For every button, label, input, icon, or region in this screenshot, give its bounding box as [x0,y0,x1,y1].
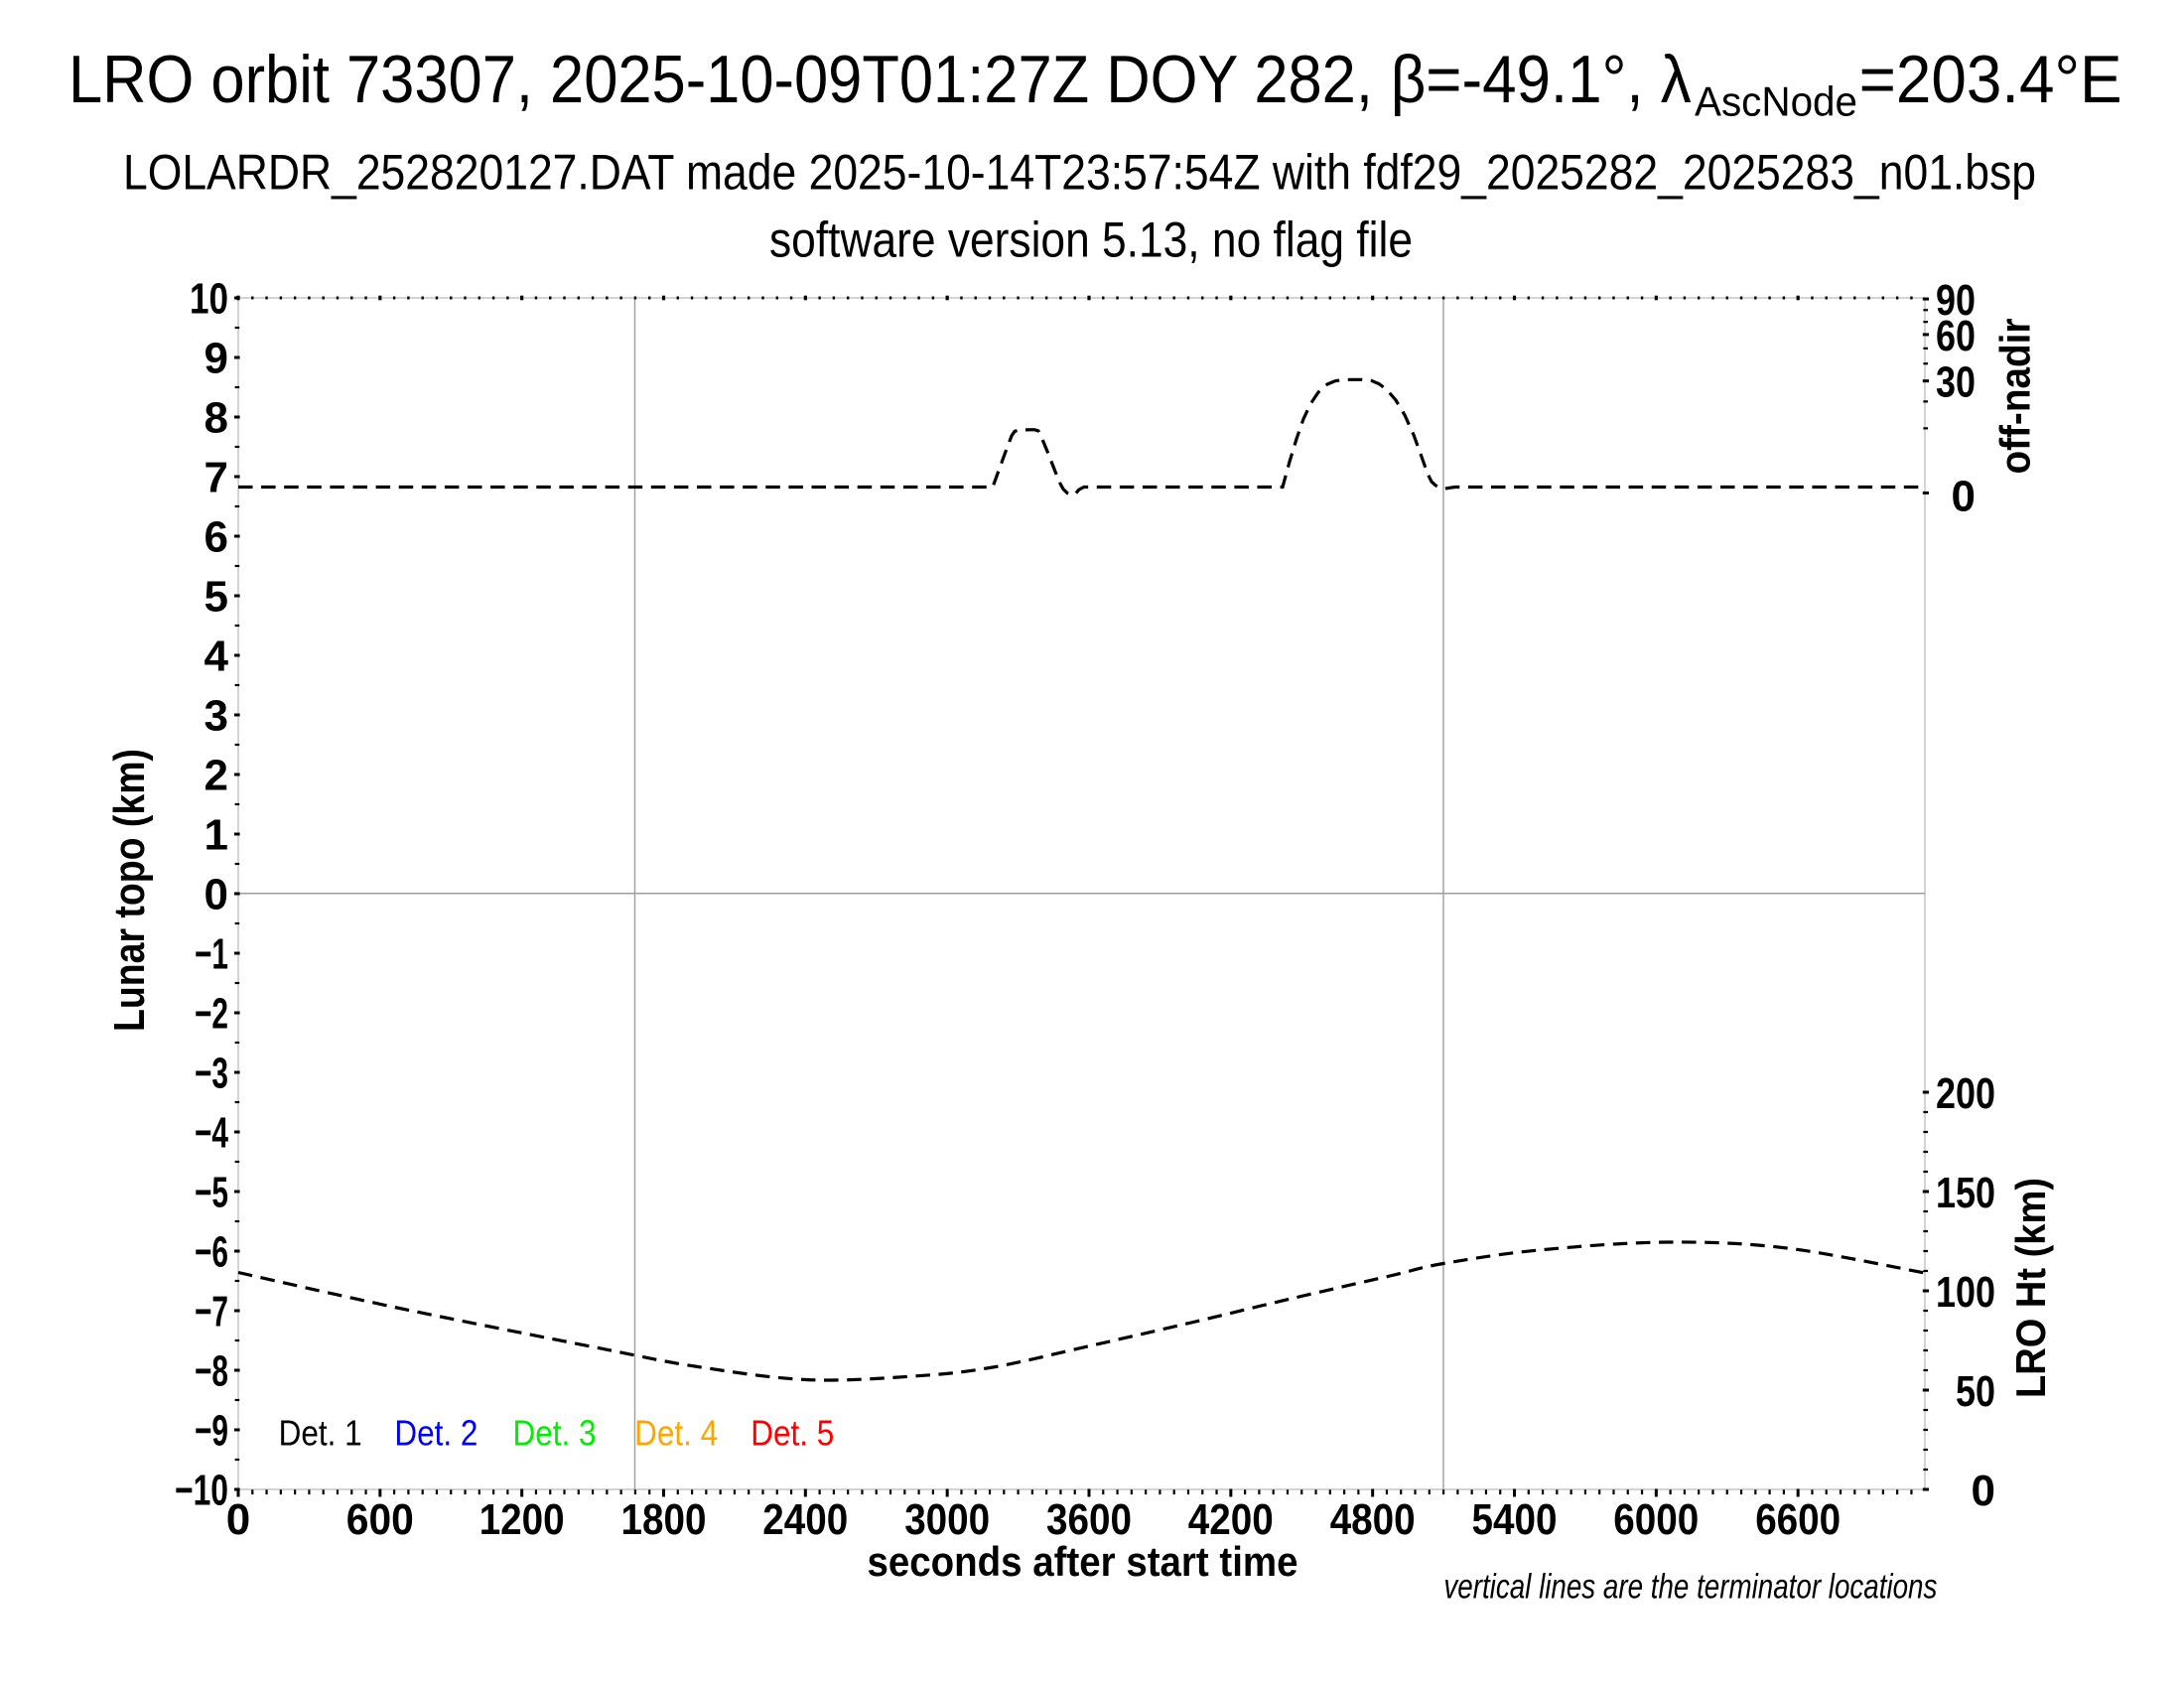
svg-text:LRO Ht (km): LRO Ht (km) [2007,1178,2054,1398]
svg-text:Det. 2: Det. 2 [394,1413,478,1454]
svg-text:0: 0 [226,1495,250,1544]
svg-text:1: 1 [205,811,228,860]
svg-text:0: 0 [1952,473,1976,521]
svg-text:50: 50 [1956,1367,1995,1416]
svg-text:9: 9 [205,335,228,383]
svg-text:−2: −2 [195,990,228,1039]
svg-text:software version 5.13, no flag: software version 5.13, no flag file [769,212,1413,268]
svg-text:0: 0 [205,871,228,919]
svg-text:−10: −10 [175,1467,228,1515]
svg-text:150: 150 [1936,1169,1995,1217]
svg-text:=203.4°E: =203.4°E [1859,42,2122,117]
svg-text:4200: 4200 [1188,1495,1274,1544]
svg-text:3600: 3600 [1046,1495,1132,1544]
svg-text:4: 4 [205,633,229,681]
svg-text:30: 30 [1936,358,1976,407]
svg-text:−1: −1 [195,930,228,979]
svg-text:0: 0 [1972,1467,1995,1515]
svg-text:200: 200 [1936,1069,1995,1118]
svg-text:1800: 1800 [621,1495,707,1544]
svg-text:5: 5 [205,573,228,622]
svg-text:2400: 2400 [762,1495,848,1544]
svg-text:β=-49.1°, λ: β=-49.1°, λ [1391,42,1692,117]
svg-text:LOLARDR_252820127.DAT made 202: LOLARDR_252820127.DAT made 2025-10-14T23… [123,144,2036,200]
svg-text:1200: 1200 [479,1495,565,1544]
svg-text:−4: −4 [195,1109,228,1158]
svg-text:−8: −8 [195,1347,228,1396]
svg-text:Det. 3: Det. 3 [513,1413,597,1454]
svg-text:LRO orbit 73307, 2025-10-09T01: LRO orbit 73307, 2025-10-09T01:27Z DOY 2… [68,42,1390,117]
svg-text:Det. 1: Det. 1 [279,1413,362,1454]
svg-text:3: 3 [205,692,228,741]
svg-text:−6: −6 [195,1228,228,1277]
svg-text:7: 7 [205,454,228,502]
svg-text:−3: −3 [195,1050,228,1098]
svg-text:−5: −5 [195,1169,228,1217]
svg-text:−7: −7 [195,1288,228,1336]
svg-text:seconds after start time: seconds after start time [868,1538,1298,1585]
svg-text:3000: 3000 [904,1495,990,1544]
svg-text:Det. 4: Det. 4 [634,1413,718,1454]
svg-text:10: 10 [190,275,228,324]
svg-text:5400: 5400 [1472,1495,1558,1544]
svg-text:2: 2 [205,752,228,800]
svg-text:vertical lines are the termina: vertical lines are the terminator locati… [1443,1568,1937,1607]
svg-text:Lunar topo (km): Lunar topo (km) [105,749,154,1032]
svg-text:6600: 6600 [1755,1495,1841,1544]
svg-text:100: 100 [1936,1268,1995,1317]
svg-text:−9: −9 [195,1407,228,1456]
svg-text:4800: 4800 [1330,1495,1416,1544]
svg-text:8: 8 [205,394,228,443]
svg-text:6: 6 [205,513,228,562]
svg-text:6000: 6000 [1613,1495,1699,1544]
svg-text:off-nadir: off-nadir [1992,318,2040,474]
svg-text:60: 60 [1936,312,1976,360]
svg-text:90: 90 [1936,276,1976,325]
svg-text:AscNode: AscNode [1695,78,1857,125]
svg-text:Det. 5: Det. 5 [751,1413,834,1454]
svg-text:600: 600 [346,1495,414,1544]
